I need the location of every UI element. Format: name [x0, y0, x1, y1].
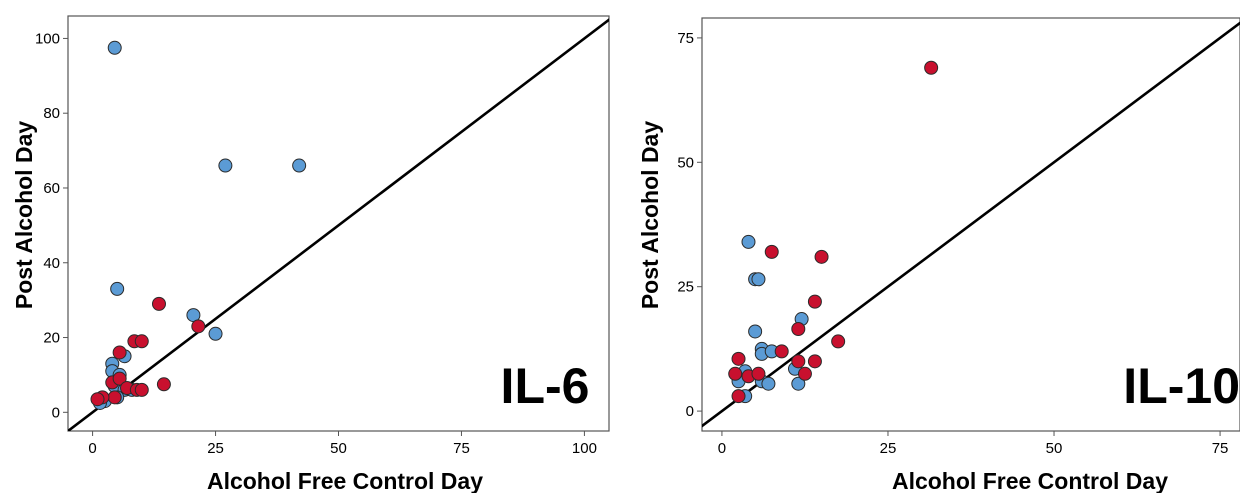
panel-annotation: IL-10	[1123, 358, 1240, 414]
x-tick-label: 25	[880, 440, 897, 457]
data-point	[110, 281, 125, 296]
y-tick-label: 100	[35, 30, 60, 47]
data-point	[797, 366, 812, 381]
y-axis-label: Post Alcohol Day	[637, 121, 663, 309]
y-axis-label: Post Alcohol Day	[11, 121, 37, 309]
data-point	[791, 321, 806, 336]
plot-frame	[701, 17, 1240, 432]
data-point	[134, 334, 149, 349]
data-point	[741, 234, 756, 249]
x-tick-label: 100	[572, 440, 597, 457]
data-point	[292, 158, 307, 173]
y-tick-label: 0	[52, 404, 60, 421]
data-point	[728, 366, 743, 381]
data-point	[761, 376, 776, 391]
x-tick-label: 75	[453, 440, 470, 457]
data-point	[112, 345, 127, 360]
x-tick-label: 75	[1212, 440, 1229, 457]
y-tick-label: 50	[677, 154, 694, 171]
data-point	[107, 390, 122, 405]
data-point	[748, 324, 763, 339]
y-tick-label: 75	[677, 30, 694, 47]
x-tick-label: 0	[718, 440, 726, 457]
data-point	[751, 272, 766, 287]
data-point	[151, 296, 166, 311]
panel-annotation: IL-6	[501, 358, 590, 414]
data-point	[156, 377, 171, 392]
y-tick-label: 25	[677, 279, 694, 296]
data-point	[191, 319, 206, 334]
data-point	[764, 244, 779, 259]
data-point	[731, 389, 746, 404]
data-point	[134, 382, 149, 397]
x-tick-label: 50	[330, 440, 347, 457]
data-point	[774, 344, 789, 359]
x-tick-label: 25	[207, 440, 224, 457]
data-point	[814, 249, 829, 264]
data-point	[924, 60, 939, 75]
data-point	[731, 351, 746, 366]
y-tick-label: 20	[43, 330, 60, 347]
data-point	[112, 371, 127, 386]
data-point	[807, 354, 822, 369]
data-point	[208, 326, 223, 341]
data-point	[107, 40, 122, 55]
y-tick-label: 40	[43, 255, 60, 272]
data-point	[807, 294, 822, 309]
data-point	[90, 392, 105, 407]
data-point	[791, 354, 806, 369]
x-tick-label: 0	[88, 440, 96, 457]
x-tick-label: 50	[1046, 440, 1063, 457]
x-axis-label: Alcohol Free Control Day	[207, 468, 483, 493]
x-axis-label: Alcohol Free Control Day	[892, 468, 1168, 493]
y-tick-label: 80	[43, 105, 60, 122]
scatter-panel-2: 0 25 50 75 0 25 50 75 Alcohol Free Control Day Po…	[637, 17, 1240, 493]
y-tick-label: 60	[43, 180, 60, 197]
data-point	[751, 366, 766, 381]
scatter-panel-1: 0 25 50 75 100 0 20 40 60 80 100 Alcohol Free Contr…	[11, 15, 610, 493]
data-point	[831, 334, 846, 349]
data-point	[791, 376, 806, 391]
data-point	[218, 158, 233, 173]
y-tick-label: 0	[686, 403, 694, 420]
